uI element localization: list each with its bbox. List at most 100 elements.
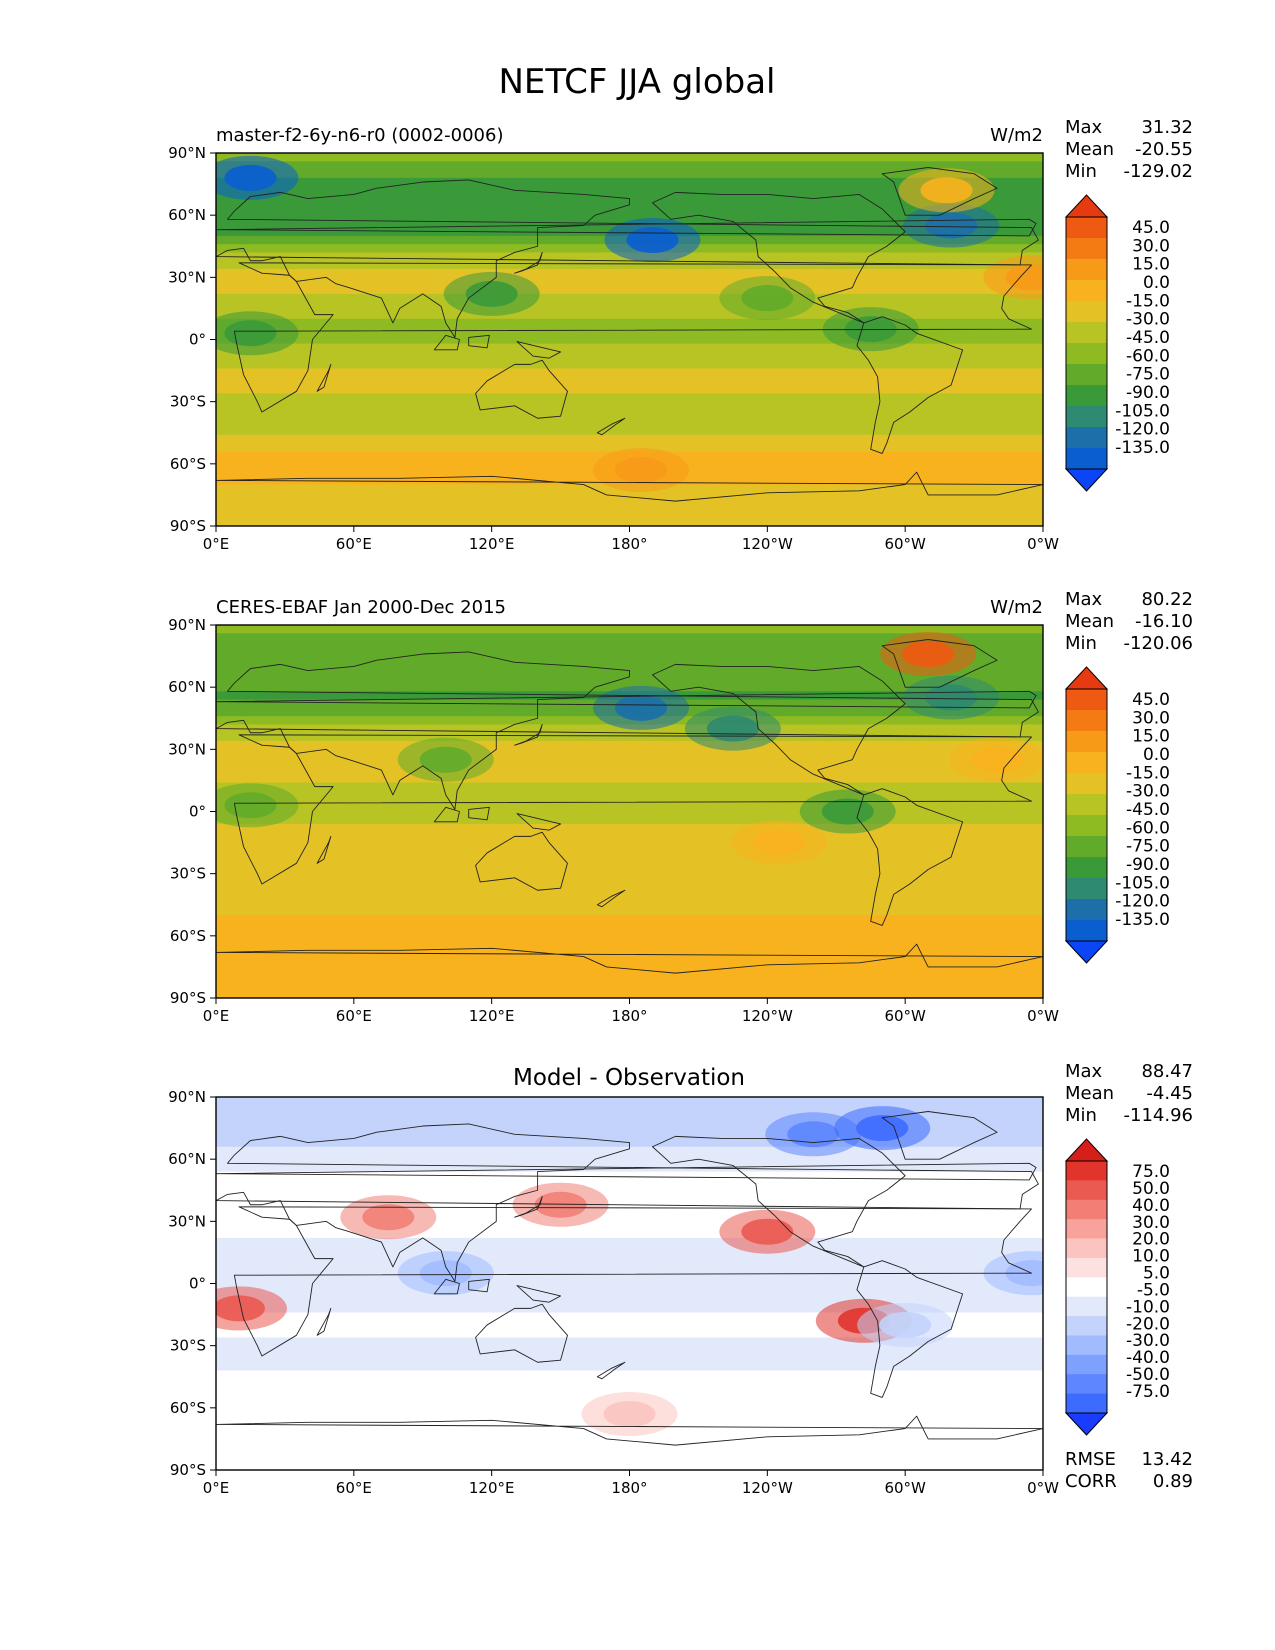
zonal-band	[216, 1204, 1043, 1214]
panel-title: CERES-EBAF Jan 2000-Dec 2015	[216, 597, 506, 618]
colorbar-block	[1066, 773, 1107, 795]
zonal-band	[216, 807, 1043, 817]
coastline	[468, 334, 490, 349]
zonal-band	[216, 890, 1043, 900]
map-field	[216, 1097, 1043, 1470]
stat-value: 0.89	[1153, 1471, 1193, 1492]
stat-value: -120.06	[1124, 633, 1193, 654]
colorbar-level-label: -60.0	[1126, 818, 1170, 838]
colorbar-level-label: -30.0	[1126, 1331, 1170, 1351]
zonal-band	[216, 1345, 1043, 1355]
colorbar-block	[1066, 1161, 1107, 1181]
colorbar-extend-bottom	[1064, 940, 1109, 964]
zonal-band	[216, 898, 1043, 908]
coastline	[433, 806, 460, 823]
zonal-band	[216, 1196, 1043, 1206]
colorbar-block	[1066, 1277, 1107, 1298]
colorbar-level-label: -60.0	[1126, 346, 1170, 366]
coastlines	[216, 1111, 1043, 1446]
coastline	[216, 218, 1037, 237]
y-tick-label: 60°S	[170, 1399, 206, 1417]
field-feature	[856, 1115, 909, 1142]
zonal-band	[216, 169, 1043, 179]
zonal-band	[216, 1329, 1043, 1338]
zonal-band	[216, 1130, 1043, 1140]
colorbar-block	[1066, 857, 1107, 879]
colorbar-level-label: -105.0	[1115, 873, 1170, 893]
stat-label: Mean	[1065, 611, 1114, 632]
panel-units: W/m2	[990, 125, 1043, 146]
zonal-band	[216, 674, 1043, 684]
zonal-band	[216, 973, 1043, 983]
coastline	[475, 359, 568, 419]
field-feature	[902, 641, 955, 668]
zonal-band	[216, 981, 1043, 991]
y-tick-label: 60°N	[168, 678, 206, 696]
field-feature	[419, 746, 472, 773]
colorbar-level-label: -50.0	[1126, 1365, 1170, 1385]
y-tick-label: 30°N	[168, 268, 206, 286]
colorbar-block	[1066, 794, 1107, 816]
zonal-band	[216, 625, 1043, 634]
zonal-band	[216, 1461, 1043, 1470]
x-tick-label: 60°E	[336, 535, 372, 553]
coastline	[475, 1303, 568, 1363]
zonal-band	[216, 757, 1043, 767]
colorbar-extend-top	[1064, 194, 1109, 218]
coastline	[216, 690, 1037, 709]
colorbar-block	[1066, 878, 1107, 900]
colorbar-block	[1066, 406, 1107, 428]
field-feature	[787, 1121, 840, 1148]
zonal-band	[216, 782, 1043, 792]
coastline	[596, 417, 626, 436]
panels-group: 0°E 60°E 120°E 180° 120°W 60°W 0°W 90°N 60°N 30°N…	[168, 117, 1193, 1497]
zonal-band	[216, 1337, 1043, 1347]
coastline	[856, 1260, 964, 1398]
coastline	[856, 788, 964, 926]
colorbar-level-label: 5.0	[1143, 1264, 1170, 1284]
coastlines	[216, 167, 1043, 502]
panel-model: 0°E 60°E 120°E 180° 120°W 60°W 0°W 90°N 60°N 30°N…	[168, 117, 1193, 553]
colorbar-level-label: 40.0	[1132, 1196, 1170, 1216]
colorbar-level-label: 30.0	[1132, 708, 1170, 728]
zonal-band	[216, 1320, 1043, 1330]
zonal-band	[216, 857, 1043, 866]
coastline	[475, 831, 568, 891]
panel-units: W/m2	[990, 597, 1043, 618]
zonal-band	[216, 401, 1043, 411]
zonal-band	[216, 161, 1043, 171]
zonal-band	[216, 633, 1043, 643]
zonal-band	[216, 956, 1043, 966]
coastline	[516, 1285, 562, 1303]
coastline	[516, 341, 562, 359]
x-tick-label: 120°E	[469, 1007, 515, 1025]
colorbar-extend-top	[1064, 1138, 1109, 1162]
zonal-band	[216, 1246, 1043, 1256]
zonal-band	[216, 658, 1043, 668]
zonal-band	[216, 517, 1043, 526]
zonal-band	[216, 1254, 1043, 1264]
colorbar-level-label: -45.0	[1126, 328, 1170, 348]
colorbar-block	[1066, 364, 1107, 386]
zonal-band	[216, 1221, 1043, 1231]
zonal-band	[216, 931, 1043, 941]
y-tick-label: 30°S	[170, 1337, 206, 1355]
colorbar-level-label: 30.0	[1132, 236, 1170, 256]
colorbar: 45.030.015.00.0-15.0-30.0-45.0-60.0-75.0…	[1064, 666, 1170, 964]
x-tick-label: 0°E	[203, 1479, 230, 1497]
zonal-band	[216, 939, 1043, 949]
field-feature	[626, 227, 679, 254]
zonal-band	[216, 832, 1043, 842]
colorbar-extend-bottom	[1064, 1412, 1109, 1436]
zonal-band	[216, 186, 1043, 196]
zonal-band	[216, 989, 1043, 998]
colorbar-block	[1066, 238, 1107, 260]
zonal-band	[216, 1146, 1043, 1156]
x-tick-label: 60°E	[336, 1007, 372, 1025]
zonal-band	[216, 426, 1043, 436]
stat-value: 31.32	[1141, 117, 1193, 138]
colorbar-level-label: -30.0	[1126, 310, 1170, 330]
stat-label: Min	[1065, 633, 1097, 654]
colorbar: 75.050.040.030.020.010.05.0-5.0-10.0-20.…	[1064, 1138, 1170, 1436]
colorbar-frame	[1065, 216, 1108, 470]
